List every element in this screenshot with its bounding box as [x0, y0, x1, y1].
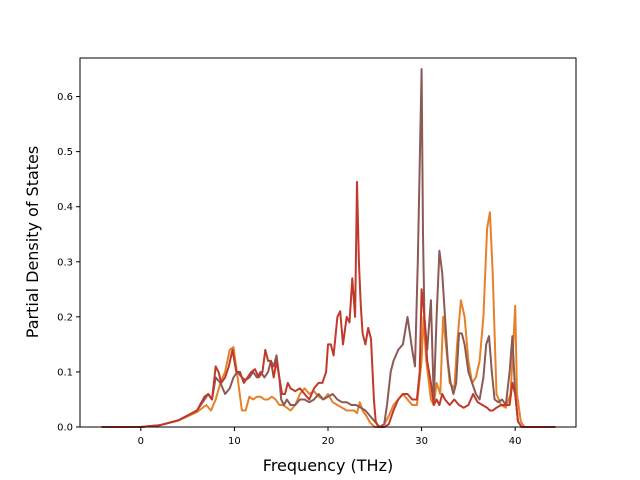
- series-layer: [101, 68, 556, 428]
- x-axis-label: Frequency (THz): [263, 456, 393, 475]
- x-axis-ticks: 0 10 20 30 40: [138, 427, 522, 447]
- y-tick-label: 0.1: [57, 367, 73, 378]
- y-tick-label: 0.0: [57, 423, 73, 434]
- y-tick-label: 0.3: [57, 257, 73, 268]
- x-tick-label: 10: [228, 436, 241, 447]
- y-axis-label: Partial Density of States: [23, 146, 42, 338]
- series-line-1: [101, 211, 556, 428]
- x-tick-label: 30: [415, 436, 428, 447]
- y-tick-label: 0.4: [57, 202, 73, 213]
- x-tick-label: 40: [509, 436, 522, 447]
- y-tick-label: 0.2: [57, 312, 73, 323]
- y-axis-ticks: 0.0 0.1 0.2 0.3 0.4 0.5 0.6: [57, 92, 80, 434]
- x-tick-label: 0: [138, 436, 144, 447]
- x-tick-label: 20: [322, 436, 335, 447]
- y-tick-label: 0.5: [57, 147, 73, 158]
- y-tick-label: 0.6: [57, 92, 73, 103]
- series-line-3: [101, 180, 556, 428]
